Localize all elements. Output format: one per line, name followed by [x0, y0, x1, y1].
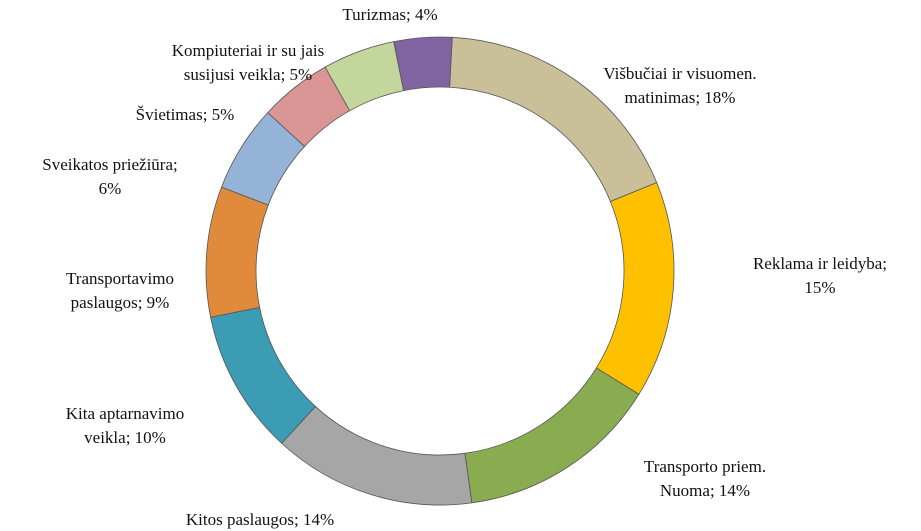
donut-slice	[205, 186, 269, 318]
data-label: susijusi veikla; 5%	[184, 65, 312, 84]
data-label: Kitos paslaugos; 14%	[186, 510, 334, 529]
donut-slice	[464, 367, 640, 504]
donut-slice	[393, 36, 453, 92]
data-label: Reklama ir leidyba;	[753, 254, 887, 273]
data-label: matinimas; 18%	[625, 88, 736, 107]
data-label: Sveikatos priežiūra;	[42, 155, 178, 174]
data-label: Nuoma; 14%	[660, 481, 750, 500]
data-label: Transporto priem.	[644, 457, 766, 476]
data-label: Višbučiai ir visuomen.	[603, 64, 756, 83]
donut-slice	[595, 182, 675, 395]
donut-slice	[449, 36, 658, 202]
data-label: Kompiuteriai ir su jais	[172, 41, 325, 60]
data-label: Švietimas; 5%	[136, 105, 235, 124]
data-label: Turizmas; 4%	[342, 5, 437, 24]
data-label: paslaugos; 9%	[71, 293, 170, 312]
data-label: Transportavimo	[66, 269, 174, 288]
donut-slice	[281, 405, 473, 506]
data-label: Kita aptarnavimo	[66, 404, 185, 423]
data-label: veikla; 10%	[84, 428, 166, 447]
donut-slice	[210, 306, 317, 444]
data-label: 15%	[804, 278, 835, 297]
data-label: 6%	[99, 179, 122, 198]
